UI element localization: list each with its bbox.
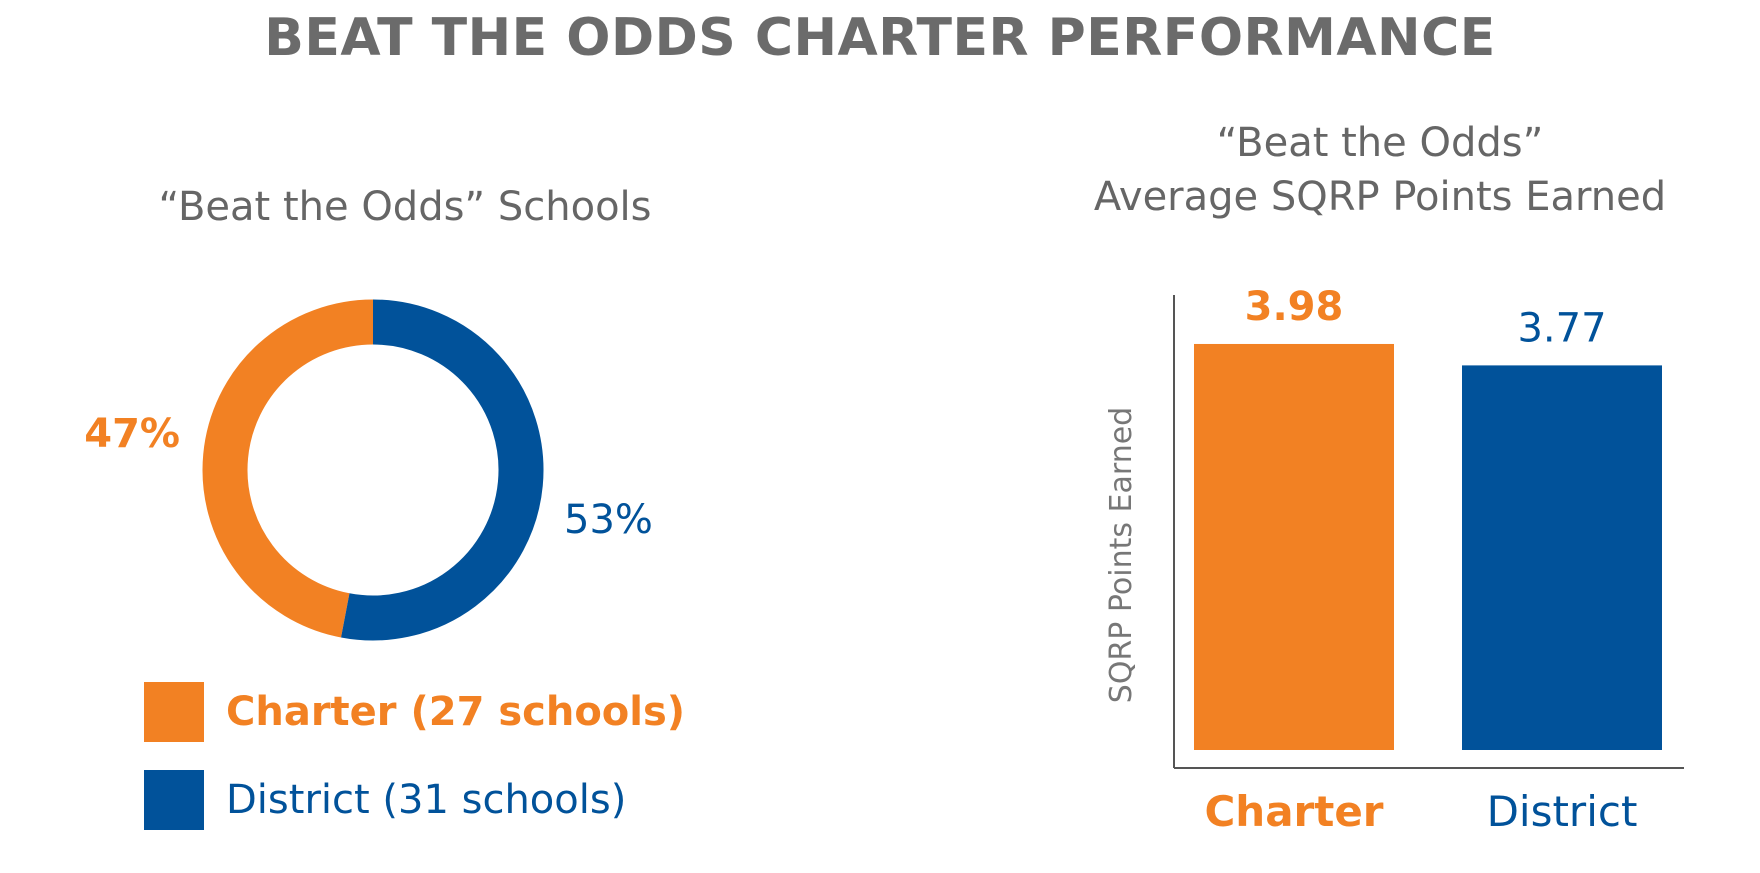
donut-slice <box>202 299 374 638</box>
legend-label: District (31 schools) <box>226 777 627 823</box>
legend-label: Charter (27 schools) <box>226 689 686 735</box>
legend-swatch <box>144 682 204 742</box>
bar-chart-title-line-1: “Beat the Odds” <box>1216 120 1544 166</box>
donut-value-label: 47% <box>84 411 180 457</box>
bar-value-label: 3.77 <box>1517 305 1606 351</box>
bar-chart-title-line-2: Average SQRP Points Earned <box>1093 174 1667 220</box>
bar-district <box>1462 365 1662 750</box>
y-axis-label: SQRP Points Earned <box>1104 407 1139 703</box>
bar-charter <box>1194 343 1394 750</box>
x-tick-label: Charter <box>1204 787 1383 836</box>
bar-value-label: 3.98 <box>1245 284 1344 330</box>
donut-slice <box>341 299 544 641</box>
x-tick-label: District <box>1487 787 1638 836</box>
donut-value-label: 53% <box>564 497 653 543</box>
page-title: BEAT THE ODDS CHARTER PERFORMANCE <box>264 8 1496 68</box>
legend-swatch <box>144 770 204 830</box>
donut-chart-title: “Beat the Odds” Schools <box>158 184 652 230</box>
